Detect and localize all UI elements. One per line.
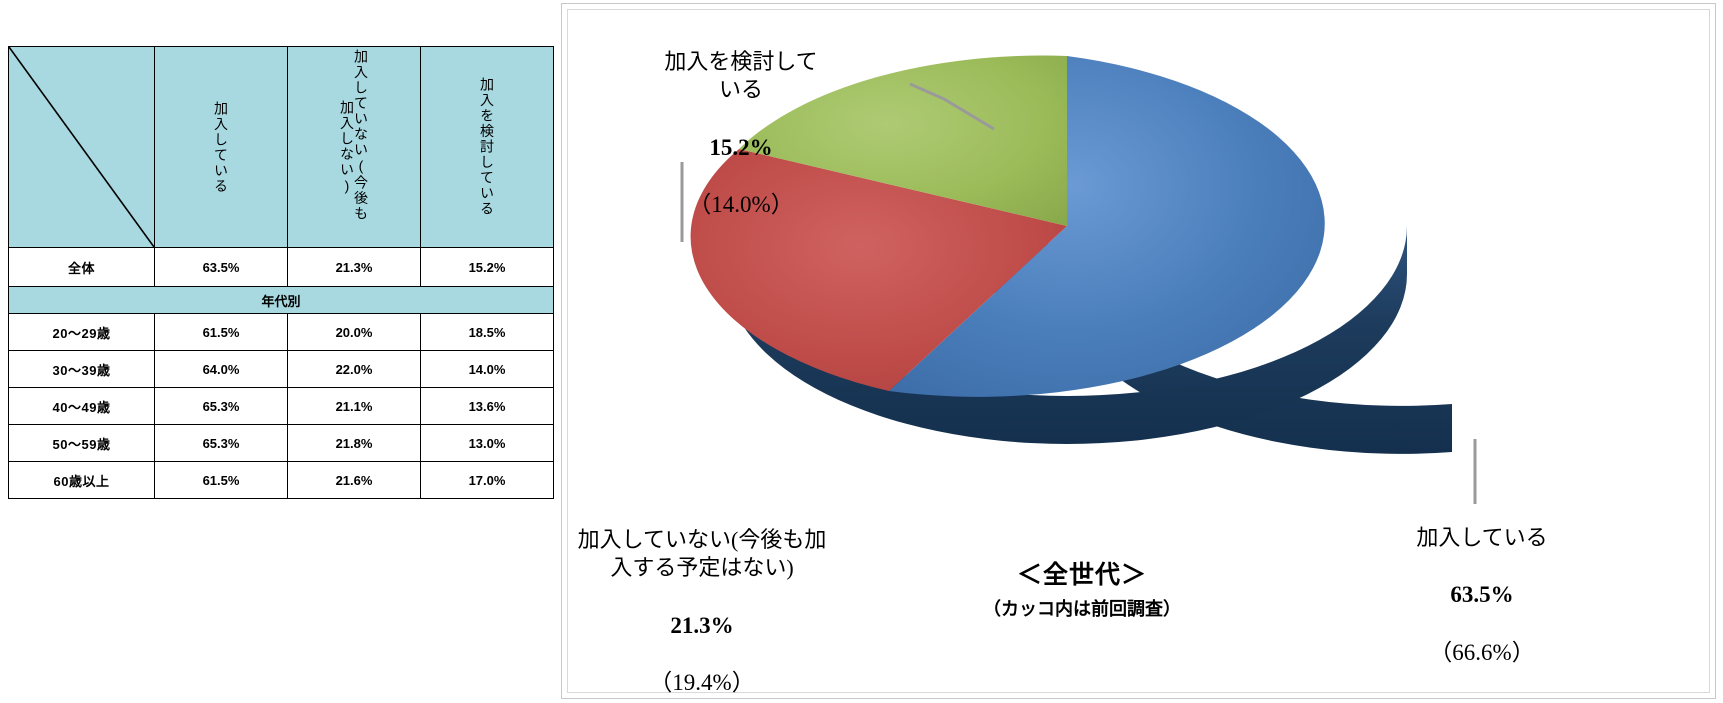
cell-40s-considering: 13.6% [420, 387, 554, 425]
pie-label-joined-previous: （66.6%） [1429, 640, 1535, 666]
header-label-not-joined-sub: 加入しない) [339, 99, 355, 195]
header-cell-considering: 加入を検討している [420, 46, 554, 248]
header-label-joined: 加入している [213, 100, 229, 194]
header-cell-not-joined: 加入していない(今後も 加入しない) [287, 46, 421, 248]
row-label-total: 全体 [8, 247, 155, 287]
cell-total-considering: 15.2% [420, 247, 554, 287]
pie-label-joined: 加入している 63.5% （66.6%） [1352, 496, 1612, 668]
row-label-30s: 30～39歳 [8, 350, 155, 388]
cell-30s-considering: 14.0% [420, 350, 554, 388]
chart-subtitle: （カッコ内は前回調査） [983, 599, 1181, 619]
header-corner-cell [8, 46, 155, 248]
table-row: 30～39歳 64.0% 22.0% 14.0% [8, 350, 554, 388]
cell-total-not-joined: 21.3% [287, 247, 421, 287]
pie-label-considering-previous: （14.0%） [688, 192, 794, 218]
table-row-total: 全体 63.5% 21.3% 15.2% [8, 247, 554, 287]
header-label-not-joined-main: 加入していない(今後も [353, 49, 369, 222]
cell-20s-considering: 18.5% [420, 313, 554, 351]
pie-label-joined-name: 加入している [1416, 525, 1548, 551]
pie-chart-3d [680, 55, 1477, 504]
cell-20s-not-joined: 20.0% [287, 313, 421, 351]
cell-50s-considering: 13.0% [420, 424, 554, 462]
cell-60plus-not-joined: 21.6% [287, 461, 421, 499]
table-section-header-age: 年代別 [8, 286, 554, 314]
pie-slice-blue-top [889, 56, 1325, 397]
header-cell-joined: 加入している [154, 46, 288, 248]
table-row: 20～29歳 61.5% 20.0% 18.5% [8, 313, 554, 351]
table-row: 40～49歳 65.3% 21.1% 13.6% [8, 387, 554, 425]
section-label-age: 年代別 [8, 286, 554, 314]
pie-slice-green-top [739, 55, 1067, 226]
cell-60plus-considering: 17.0% [420, 461, 554, 499]
header-label-considering: 加入を検討している [479, 77, 495, 217]
row-label-50s: 50～59歳 [8, 424, 155, 462]
cell-50s-not-joined: 21.8% [287, 424, 421, 462]
cell-60plus-joined: 61.5% [154, 461, 288, 499]
chart-inner-border [567, 9, 1710, 693]
pie-chart-panel: 加入を検討して いる 15.2% （14.0%） 加入していない(今後も加 入す… [561, 3, 1716, 699]
pie-slice-red-top [690, 149, 1067, 391]
table-row: 50～59歳 65.3% 21.8% 13.0% [8, 424, 554, 462]
stats-table: 加入している 加入していない(今後も 加入しない) 加入を検討している [8, 46, 554, 499]
stats-table-container: 加入している 加入していない(今後も 加入しない) 加入を検討している [8, 46, 554, 499]
cell-40s-joined: 65.3% [154, 387, 288, 425]
pie-label-not-joined: 加入していない(今後も加 入する予定はない) 21.3% （19.4%） [567, 498, 837, 698]
row-label-40s: 40～49歳 [8, 387, 155, 425]
cell-50s-joined: 65.3% [154, 424, 288, 462]
row-label-60plus: 60歳以上 [8, 461, 155, 499]
chart-title-block: ＜全世代＞ （カッコ内は前回調査） [917, 555, 1247, 621]
row-label-20s: 20～29歳 [8, 313, 155, 351]
pie-label-considering: 加入を検討して いる 15.2% （14.0%） [611, 20, 871, 220]
pie-label-not-joined-value: 21.3% [670, 612, 734, 638]
cell-total-joined: 63.5% [154, 247, 288, 287]
chart-title: ＜全世代＞ [1016, 561, 1147, 589]
pie-label-not-joined-name: 加入していない(今後も加 入する予定はない) [577, 527, 827, 581]
table-row: 60歳以上 61.5% 21.6% 17.0% [8, 461, 554, 499]
pie-label-considering-name: 加入を検討して いる [664, 49, 818, 103]
table-header-row: 加入している 加入していない(今後も 加入しない) 加入を検討している [8, 46, 554, 248]
leader-line-green [909, 82, 995, 131]
cell-30s-not-joined: 22.0% [287, 350, 421, 388]
cell-40s-not-joined: 21.1% [287, 387, 421, 425]
pie-label-joined-value: 63.5% [1450, 582, 1514, 608]
diagonal-slash-icon [9, 47, 154, 247]
pie-label-not-joined-previous: （19.4%） [649, 670, 755, 696]
cell-20s-joined: 61.5% [154, 313, 288, 351]
pie-label-considering-value: 15.2% [709, 134, 773, 160]
cell-30s-joined: 64.0% [154, 350, 288, 388]
